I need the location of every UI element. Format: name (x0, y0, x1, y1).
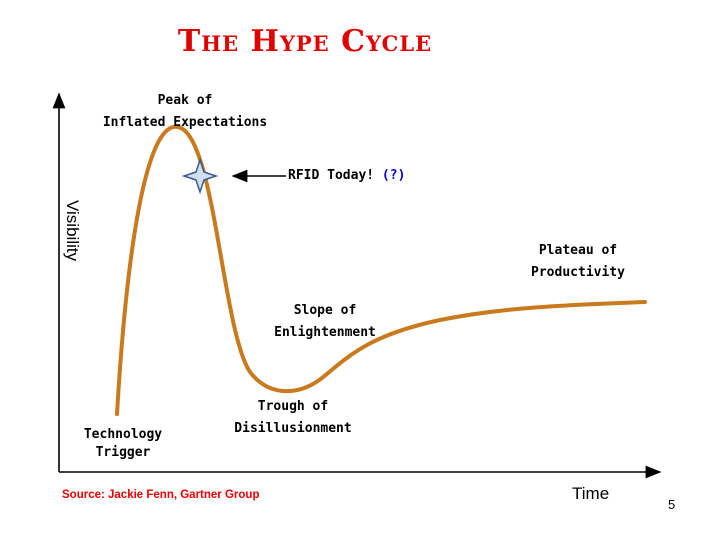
page-title: The Hype Cycle (177, 24, 433, 59)
label-plateau-line1: Plateau of (538, 243, 618, 258)
label-trough-line1: Trough of (257, 399, 329, 414)
rfid-star-icon (181, 157, 219, 195)
label-trigger-line2: Trigger (95, 445, 151, 460)
label-plateau-line2: Productivity (531, 265, 625, 280)
label-slope-line2: Enlightenment (274, 325, 376, 340)
page-number: 5 (668, 497, 676, 512)
label-rfid: RFID Today! (?) (288, 165, 405, 187)
label-rfid-main: RFID Today! (288, 168, 375, 183)
label-slope-line1: Slope of (293, 303, 357, 318)
hype-curve (115, 124, 647, 416)
label-plateau: Plateau of Productivity (518, 240, 638, 284)
label-peak: Peak of Inflated Expectations (80, 90, 290, 134)
label-trigger: Technology Trigger (68, 426, 178, 462)
label-rfid-question: (?) (381, 168, 406, 183)
x-axis-label: Time (572, 484, 610, 503)
y-axis-label: Visibility (63, 200, 82, 262)
label-trough-line2: Disillusionment (234, 421, 352, 436)
label-trigger-line1: Technology (83, 427, 163, 442)
label-peak-line2: Inflated Expectations (102, 115, 268, 130)
source-citation: Source: Jackie Fenn, Gartner Group (62, 489, 260, 501)
label-slope: Slope of Enlightenment (260, 300, 390, 344)
label-peak-line1: Peak of (157, 93, 213, 108)
label-trough: Trough of Disillusionment (228, 396, 358, 440)
